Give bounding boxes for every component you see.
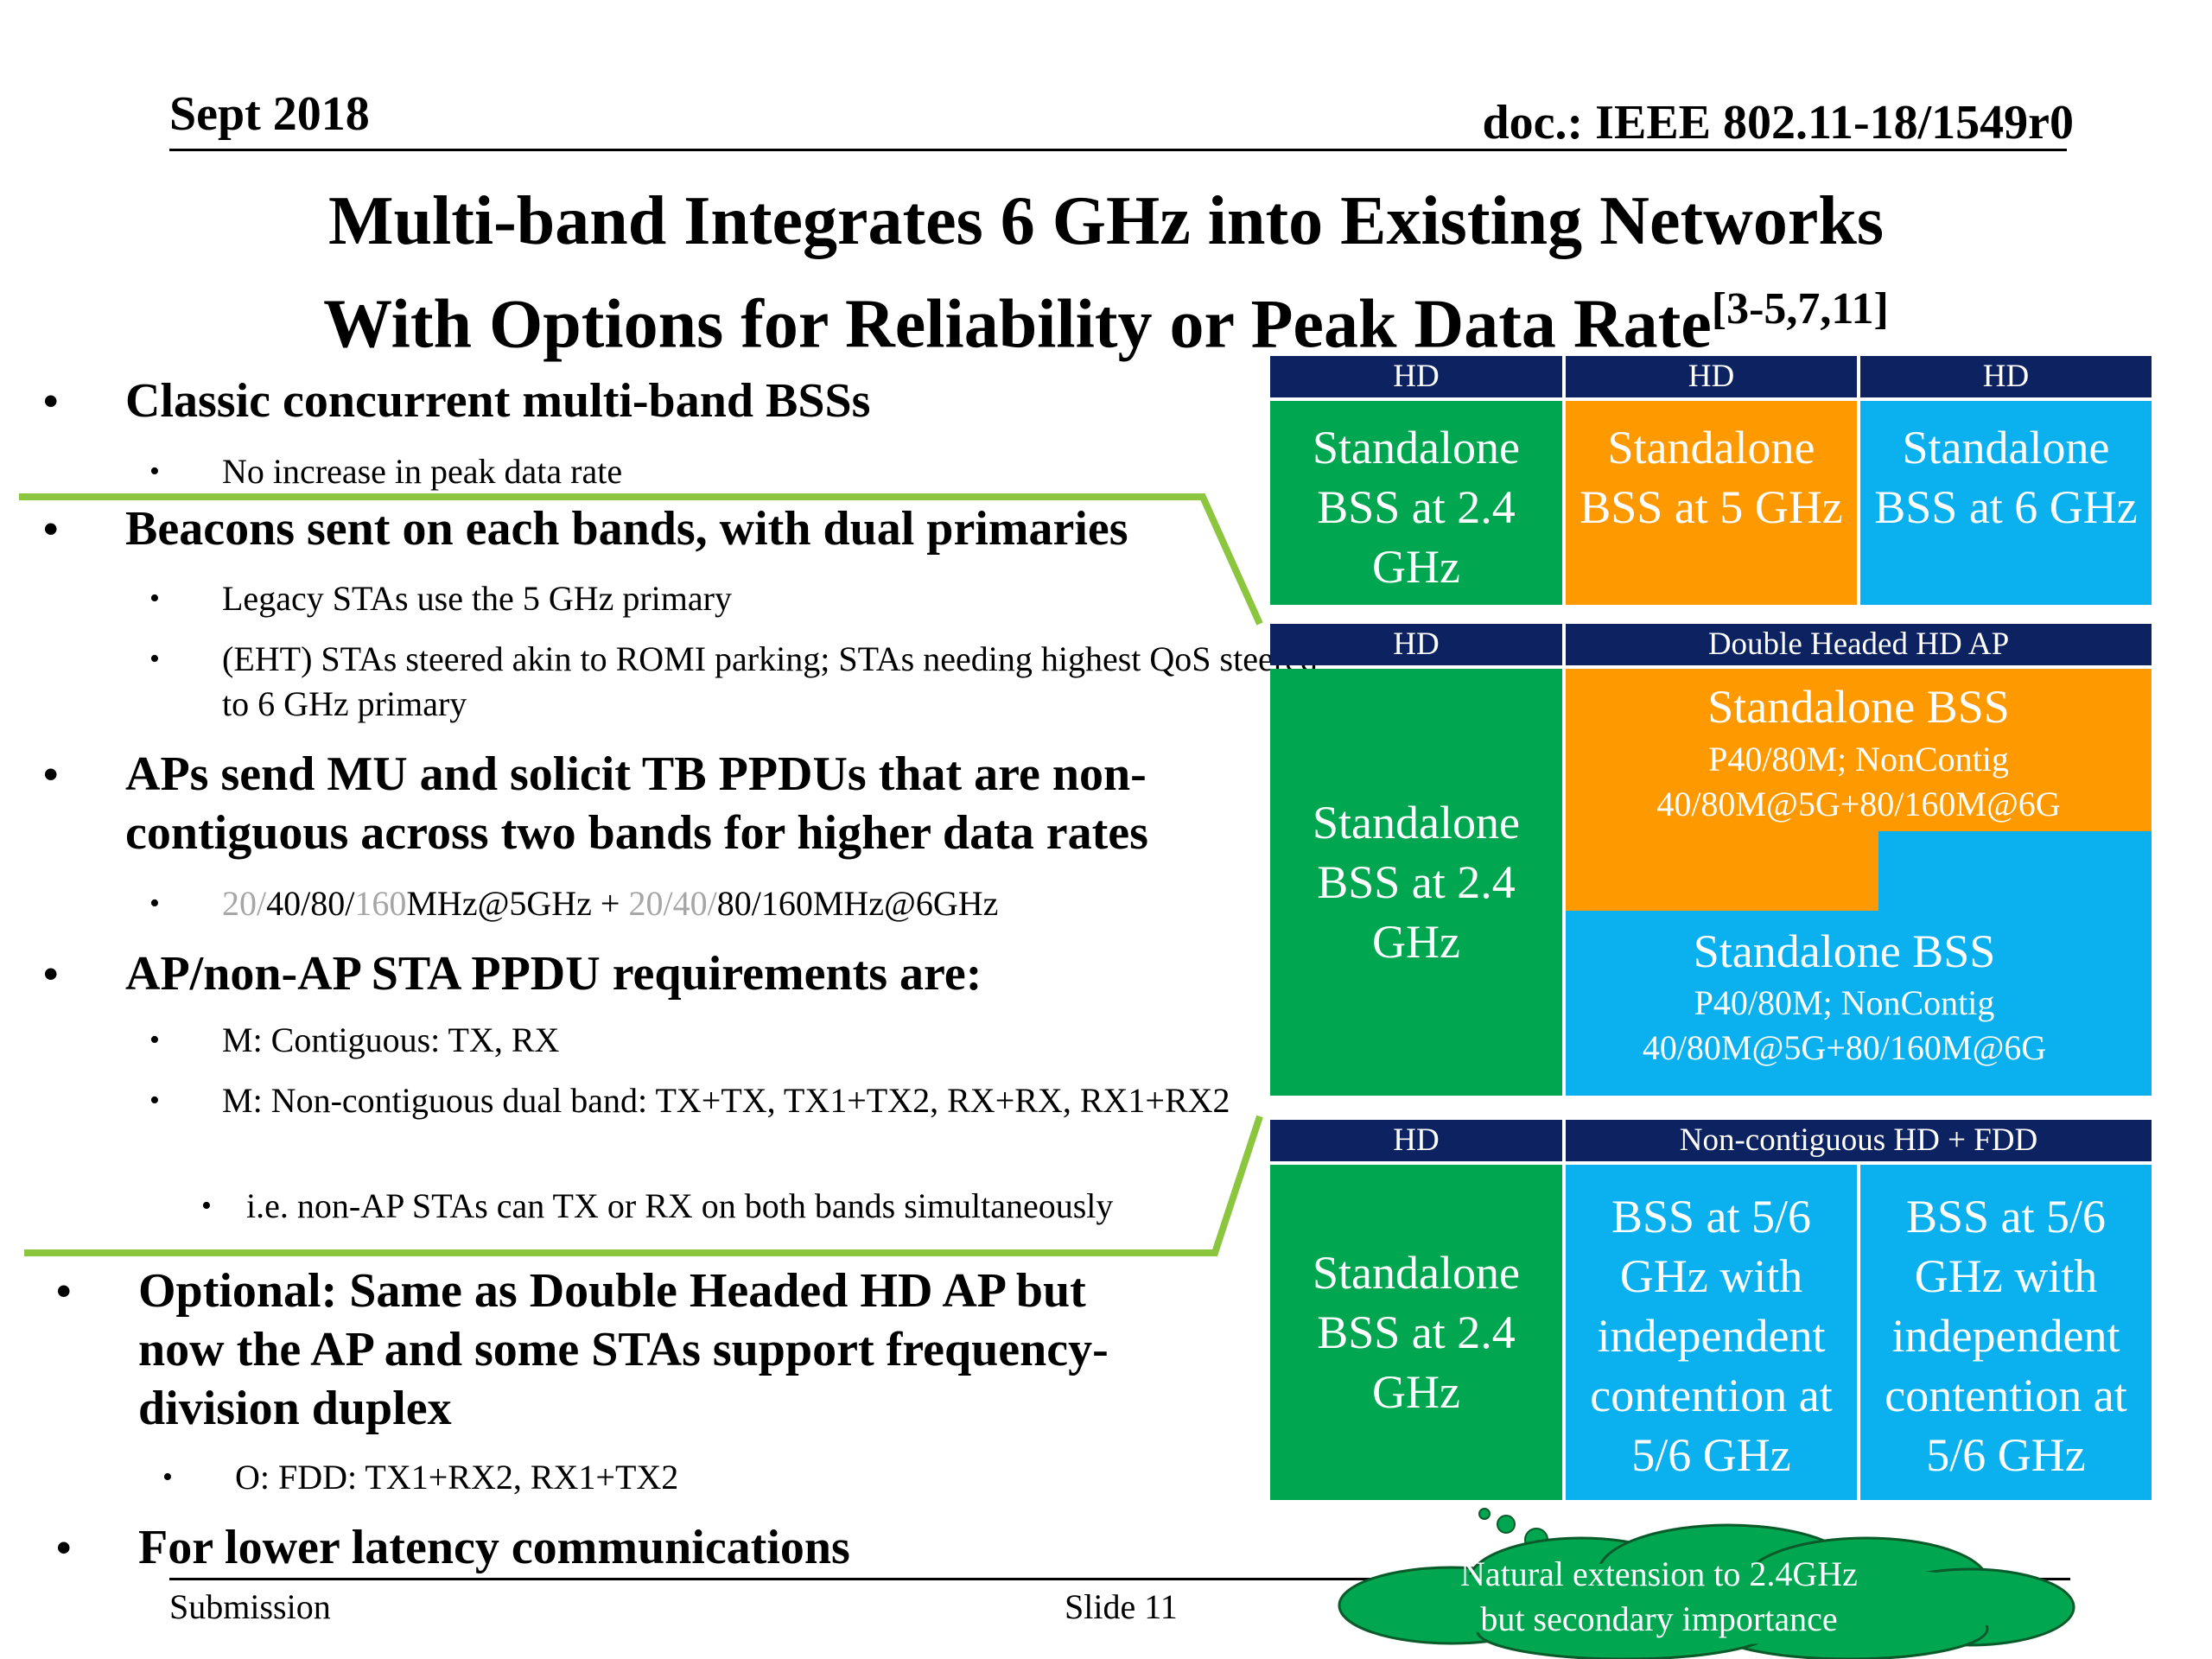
bullet-dot: • [43,750,59,798]
bullet-text: No increase in peak data rate [222,452,623,491]
title-line-2-text: With Options for Reliability or Peak Dat… [323,286,1712,363]
bullet-dot: • [162,1461,173,1493]
bullet-optional-fdd: • Optional: Same as Double Headed HD AP b… [56,1262,1166,1438]
bw-part: 40/80/ [266,884,355,923]
bullet-dot: • [56,1267,72,1315]
cloud-text-line1: Natural extension to 2.4GHz [1460,1554,1858,1593]
row2-blue-line2: 40/80M@5G+80/160M@6G [1642,1028,2047,1067]
subbullet-bandwidths: • 20/40/80/160MHz@5GHz + 20/40/80/160MHz@… [125,881,1302,926]
bullet-text: Beacons sent on each bands, with dual pr… [125,502,1128,556]
subbullet-fdd: • O: FDD: TX1+RX2, RX1+TX2 [138,1455,1315,1500]
cloud-fill [1382,1561,2039,1644]
row2-orange-region [1566,669,2152,911]
bullet-classic: • Classic concurrent multi-band BSSs [43,372,1205,430]
bullet-dot: • [149,887,160,919]
bullet-text: Optional: Same as Double Headed HD AP bu… [138,1264,1109,1435]
bullet-dot: • [149,455,160,487]
bullet-ppdu-req: • AP/non-AP STA PPDU requirements are: [43,944,1205,1003]
header-date: Sept 2018 [169,87,370,141]
cloud-core [1382,1561,2039,1644]
bullet-dot: • [43,950,59,998]
row3-cell-5-6ghz-b: BSS at 5/6 GHz with independent contenti… [1860,1165,2152,1500]
row3-header-hd: HD [1270,1120,1562,1161]
bullet-beacons: • Beacons sent on each bands, with dual p… [43,499,1205,558]
bullet-dot: • [43,505,59,553]
subbullet-no-increase: • No increase in peak data rate [125,449,1302,494]
bullet-text: (EHT) STAs steered akin to ROMI parking;… [222,639,1318,723]
bullet-aps-send: • APs send MU and solicit TB PPDUs that a… [43,745,1214,862]
row2-stair-shape [1566,669,2152,1096]
row2-cell-24ghz: Standalone BSS at 2.4 GHz [1270,669,1562,1096]
row2-orange-line2: 40/80M@5G+80/160M@6G [1656,785,2061,823]
slide-title: Multi-band Integrates 6 GHz into Existin… [0,177,2212,369]
footer-submission: Submission [169,1587,331,1626]
bw-part: 160 [354,884,407,923]
bullet-text: Classic concurrent multi-band BSSs [125,374,871,428]
bw-part: MHz@5GHz + [406,884,629,923]
bw-part: 80/160MHz@6GHz [716,884,999,923]
title-line-1: Multi-band Integrates 6 GHz into Existin… [328,183,1884,259]
row3-header-noncontig-fdd: Non-contiguous HD + FDD [1566,1120,2152,1161]
bullet-text: Legacy STAs use the 5 GHz primary [222,579,732,618]
footer-divider [169,1578,2070,1580]
bullet-dot: • [149,1084,160,1116]
row1-cell-24ghz: Standalone BSS at 2.4 GHz [1270,401,1562,605]
row2-blue-line1: P40/80M; NonContig [1694,983,1995,1022]
cloud-text: Natural extension to 2.4GHz but secondar… [1382,1552,1936,1642]
bullet-dot: • [149,582,160,614]
cloud-text-line2: but secondary importance [1480,1599,1838,1638]
title-line-2: With Options for Reliability or Peak Dat… [0,265,2212,369]
bullet-latency: • For lower latency communications [56,1518,1218,1577]
subbullet-eht: • (EHT) STAs steered akin to ROMI parking… [125,637,1337,727]
cloud-bubble-medium [1497,1515,1516,1534]
row3-cell-5-6ghz-a: BSS at 5/6 GHz with independent contenti… [1566,1165,1857,1500]
header-doc-number: doc.: IEEE 802.11-18/1549r0 [1482,96,2074,149]
cloud-bubble-small [1478,1508,1491,1520]
bullet-dot: • [43,377,59,425]
row2-header-hd: HD [1270,624,1562,665]
thought-cloud [1338,1508,2075,1659]
row2-orange-line1: P40/80M; NonContig [1708,740,2009,779]
row1-cell-6ghz: Standalone BSS at 6 GHz [1860,401,2152,605]
row3-cell-24ghz: Standalone BSS at 2.4 GHz [1270,1165,1562,1500]
bracket-line-bottom [24,1115,1263,1256]
bullet-text: O: FDD: TX1+RX2, RX1+TX2 [235,1458,679,1497]
subbullet-noncontiguous: • M: Non-contiguous dual band: TX+TX, TX1… [125,1078,1259,1123]
bullet-text: M: Contiguous: TX, RX [222,1020,560,1059]
row1-header-3: HD [1860,356,2152,397]
title-references: [3-5,7,11] [1711,284,1889,334]
bw-part: 20/ [222,884,267,923]
bullet-dot: • [201,1190,212,1222]
row2-header-double-headed: Double Headed HD AP [1566,624,2152,665]
bullet-text: i.e. non-AP STAs can TX or RX on both ba… [246,1186,1114,1225]
bullet-dot: • [149,1024,160,1056]
row1-cell-5ghz: Standalone BSS at 5 GHz [1566,401,1857,605]
bullet-dot: • [149,643,160,675]
row2-blue-region [1566,831,2152,1096]
bullet-text: M: Non-contiguous dual band: TX+TX, TX1+… [222,1081,1230,1120]
row2-blue-title: Standalone BSS [1693,925,1996,977]
footer-slide-number: Slide 11 [1065,1587,1178,1626]
bullet-text: For lower latency communications [138,1521,850,1574]
bullet-text: APs send MU and solicit TB PPDUs that ar… [125,747,1148,860]
bw-part: 20/40/ [628,884,717,923]
bullet-text: AP/non-AP STA PPDU requirements are: [125,947,982,1001]
header-divider [169,149,2067,151]
subbullet-contiguous: • M: Contiguous: TX, RX [125,1018,1302,1063]
subbullet-legacy: • Legacy STAs use the 5 GHz primary [125,576,1302,621]
row1-header-2: HD [1566,356,1857,397]
row1-header-1: HD [1270,356,1562,397]
bullet-dot: • [56,1523,72,1572]
row2-orange-title: Standalone BSS [1707,681,2010,733]
subsubbullet-simultaneous: • i.e. non-AP STAs can TX or RX on both b… [125,1184,1370,1229]
bracket-line-top [19,493,1263,626]
